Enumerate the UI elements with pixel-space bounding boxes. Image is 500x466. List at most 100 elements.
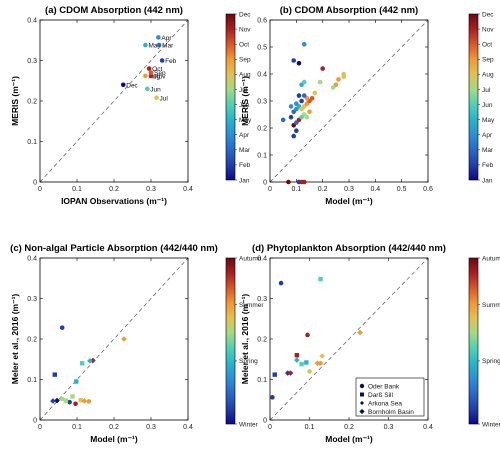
data-point <box>357 329 363 336</box>
data-point <box>78 397 83 403</box>
legend-entry: Bornholm Basin <box>368 409 414 416</box>
colorbar-label: Jun <box>482 102 493 109</box>
point-label: Jun <box>150 86 161 93</box>
x-tick-label: 0.5 <box>397 186 407 193</box>
colorbar-label: Summer <box>239 302 264 309</box>
data-point <box>291 58 297 63</box>
data-point <box>301 79 307 85</box>
x-tick-label: 0.2 <box>344 424 354 431</box>
y-tick-label: 0 <box>33 180 37 187</box>
legend-entry: Oder Bank <box>368 383 400 390</box>
y-tick-label: 0.3 <box>257 99 267 106</box>
data-point <box>304 360 309 365</box>
data-point <box>73 401 78 407</box>
data-point <box>301 42 307 47</box>
x-tick-label: 0.6 <box>423 186 433 193</box>
x-tick-label: 0.3 <box>146 424 156 431</box>
data-point <box>318 276 323 282</box>
colorbar-label: May <box>239 117 252 124</box>
point-label: Aug <box>148 73 160 80</box>
legend-marker <box>360 392 364 397</box>
x-tick-label: 0 <box>268 424 272 431</box>
colorbar-label: Oct <box>239 41 249 48</box>
point-label: Sep <box>154 70 166 77</box>
x-tick-label: 0.2 <box>318 186 328 193</box>
data-point <box>301 93 307 98</box>
data-point <box>286 179 291 185</box>
point-label: Nov <box>154 73 166 80</box>
colorbar-label: Spring <box>239 358 258 365</box>
data-point <box>336 77 341 82</box>
y-tick-label: 0.3 <box>257 296 267 303</box>
data-point <box>143 42 148 48</box>
colorbar-label: Mar <box>239 147 251 154</box>
data-point <box>67 399 72 405</box>
colorbar-label: Feb <box>239 162 251 169</box>
legend-marker <box>359 408 365 415</box>
colorbar-label: Feb <box>482 162 494 169</box>
colorbar-label: Oct <box>482 41 492 48</box>
x-tick-label: 0.3 <box>146 186 156 193</box>
colorbar-label: Dec <box>239 11 251 18</box>
data-point <box>143 73 148 79</box>
data-point <box>156 42 162 48</box>
x-tick-label: 0.2 <box>109 186 119 193</box>
y-tick-label: 0.1 <box>257 153 267 160</box>
y-tick-label: 0.5 <box>257 45 267 52</box>
y-tick-label: 0.2 <box>257 337 267 344</box>
data-point <box>145 86 150 92</box>
data-point <box>317 79 323 85</box>
panel-3: (c) Non-algal Particle Absorption (442/4… <box>10 243 264 444</box>
x-tick-label: 0.4 <box>370 186 380 193</box>
data-point <box>294 128 299 133</box>
data-point <box>301 179 307 185</box>
one-to-one-line <box>39 19 189 183</box>
y-tick-label: 0.1 <box>27 139 37 146</box>
x-tick-label: 0.4 <box>423 424 433 431</box>
y-tick-label: 0.1 <box>27 377 37 384</box>
data-point <box>59 396 65 402</box>
plot-frame <box>39 257 189 421</box>
data-point <box>86 399 92 404</box>
data-point <box>294 101 299 106</box>
colorbar-label: Jul <box>239 87 248 94</box>
x-tick-label: 0.2 <box>109 424 119 431</box>
data-point <box>318 361 323 366</box>
y-tick-label: 0.3 <box>27 58 37 65</box>
y-tick-label: 0.2 <box>27 337 37 344</box>
x-tick-label: 0.4 <box>183 424 193 431</box>
colorbar-label: Sep <box>239 57 251 64</box>
data-point <box>154 95 159 101</box>
data-point <box>50 398 56 404</box>
data-point <box>156 35 161 40</box>
data-point <box>288 114 294 120</box>
point-label: Oct <box>152 66 162 73</box>
colorbar <box>468 13 479 181</box>
data-point <box>81 398 88 404</box>
colorbar-label: Aug <box>239 72 251 79</box>
x-tick-label: 0.1 <box>305 424 315 431</box>
x-axis-label: Model (m⁻¹) <box>325 196 373 206</box>
colorbar-label: Autumn <box>239 255 262 262</box>
data-point <box>312 90 318 96</box>
y-tick-label: 0.1 <box>257 377 267 384</box>
y-tick-label: 0.6 <box>257 18 267 25</box>
legend-entry: Arkona Sea <box>368 400 402 407</box>
colorbar-label: Nov <box>482 26 494 33</box>
x-tick-label: 0.4 <box>183 186 193 193</box>
chart-title: (a) CDOM Absorption (442 nm) <box>45 5 183 16</box>
y-tick-label: 0 <box>263 418 267 425</box>
y-tick-label: 0.4 <box>257 72 267 79</box>
y-tick-label: 0.4 <box>27 18 37 25</box>
chart-title: (b) CDOM Absorption (442 nm) <box>280 5 418 16</box>
data-point <box>146 66 152 71</box>
y-tick-label: 0.4 <box>27 256 37 263</box>
colorbar-label: Winter <box>482 421 500 428</box>
data-point <box>148 73 154 79</box>
data-point <box>294 357 300 363</box>
data-point <box>270 395 275 400</box>
x-tick-label: 0 <box>38 186 42 193</box>
data-point <box>70 394 75 399</box>
data-point <box>272 372 277 377</box>
